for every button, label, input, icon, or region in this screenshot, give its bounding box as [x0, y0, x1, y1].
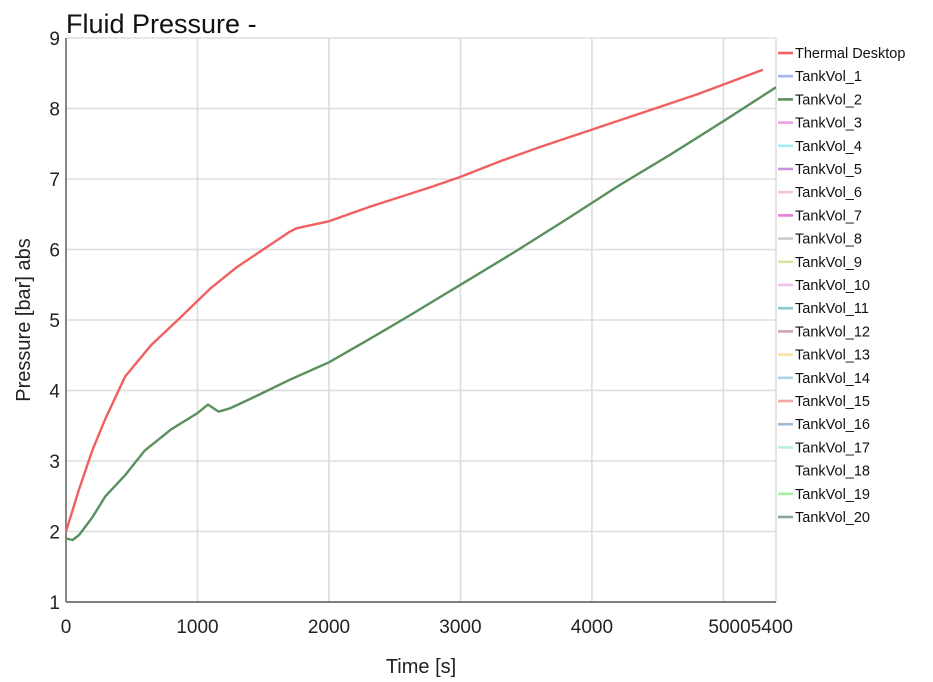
legend-label: TankVol_17 [795, 440, 870, 456]
legend-label: TankVol_8 [795, 232, 862, 248]
x-tick-label: 1000 [176, 617, 218, 638]
y-tick-label: 5 [49, 311, 60, 332]
legend-label: TankVol_2 [795, 92, 862, 108]
y-tick-label: 4 [49, 382, 60, 403]
legend-label: TankVol_3 [795, 116, 862, 132]
legend-label: TankVol_15 [795, 394, 870, 410]
y-tick-label: 3 [49, 452, 60, 473]
grid-lines [66, 37, 777, 602]
y-tick-label: 1 [49, 593, 60, 614]
legend-label: TankVol_19 [795, 487, 870, 503]
x-tick-label: 3000 [439, 617, 481, 638]
x-tick-label: 5000 [708, 617, 750, 638]
x-tick-label: 0 [61, 617, 72, 638]
x-tick-labels: 0 1000 2000 3000 4000 5000 5400 [61, 617, 793, 638]
y-tick-label: 8 [49, 100, 60, 121]
legend-label: TankVol_11 [795, 301, 869, 317]
legend-label: TankVol_16 [795, 417, 870, 433]
legend-label: TankVol_5 [795, 162, 862, 178]
chart-title: Fluid Pressure - [66, 9, 257, 39]
legend-label: TankVol_7 [795, 208, 862, 224]
x-tick-label: 4000 [571, 617, 613, 638]
y-tick-label: 6 [49, 241, 60, 262]
x-tick-label: 5400 [751, 617, 793, 638]
legend-label: TankVol_14 [795, 371, 870, 387]
legend-label: TankVol_1 [795, 69, 862, 85]
legend: Thermal Desktop TankVol_1 TankVol_2 TankVol… [778, 46, 905, 526]
legend-label: TankVol_4 [795, 139, 862, 155]
series-line-tankvol_2 [65, 86, 777, 542]
legend-label: Thermal Desktop [795, 46, 905, 62]
y-axis-title: Pressure [bar] abs [13, 238, 35, 401]
series-lines [64, 68, 777, 542]
y-tick-label: 7 [49, 170, 60, 191]
y-tick-label: 2 [49, 523, 60, 544]
legend-label: TankVol_20 [795, 510, 870, 526]
legend-label: TankVol_6 [795, 185, 862, 201]
legend-label: TankVol_9 [795, 255, 862, 271]
x-tick-label: 2000 [308, 617, 350, 638]
x-axis-title: Time [s] [386, 656, 456, 678]
legend-label: TankVol_13 [795, 348, 870, 364]
legend-label: TankVol_12 [795, 324, 870, 340]
series-line-thermal-desktop [64, 68, 764, 532]
y-tick-labels: 1 2 3 4 5 6 7 8 9 [49, 29, 60, 614]
legend-label: TankVol_10 [795, 278, 870, 294]
y-tick-label: 9 [49, 29, 60, 50]
legend-label: TankVol_18 [795, 464, 870, 480]
